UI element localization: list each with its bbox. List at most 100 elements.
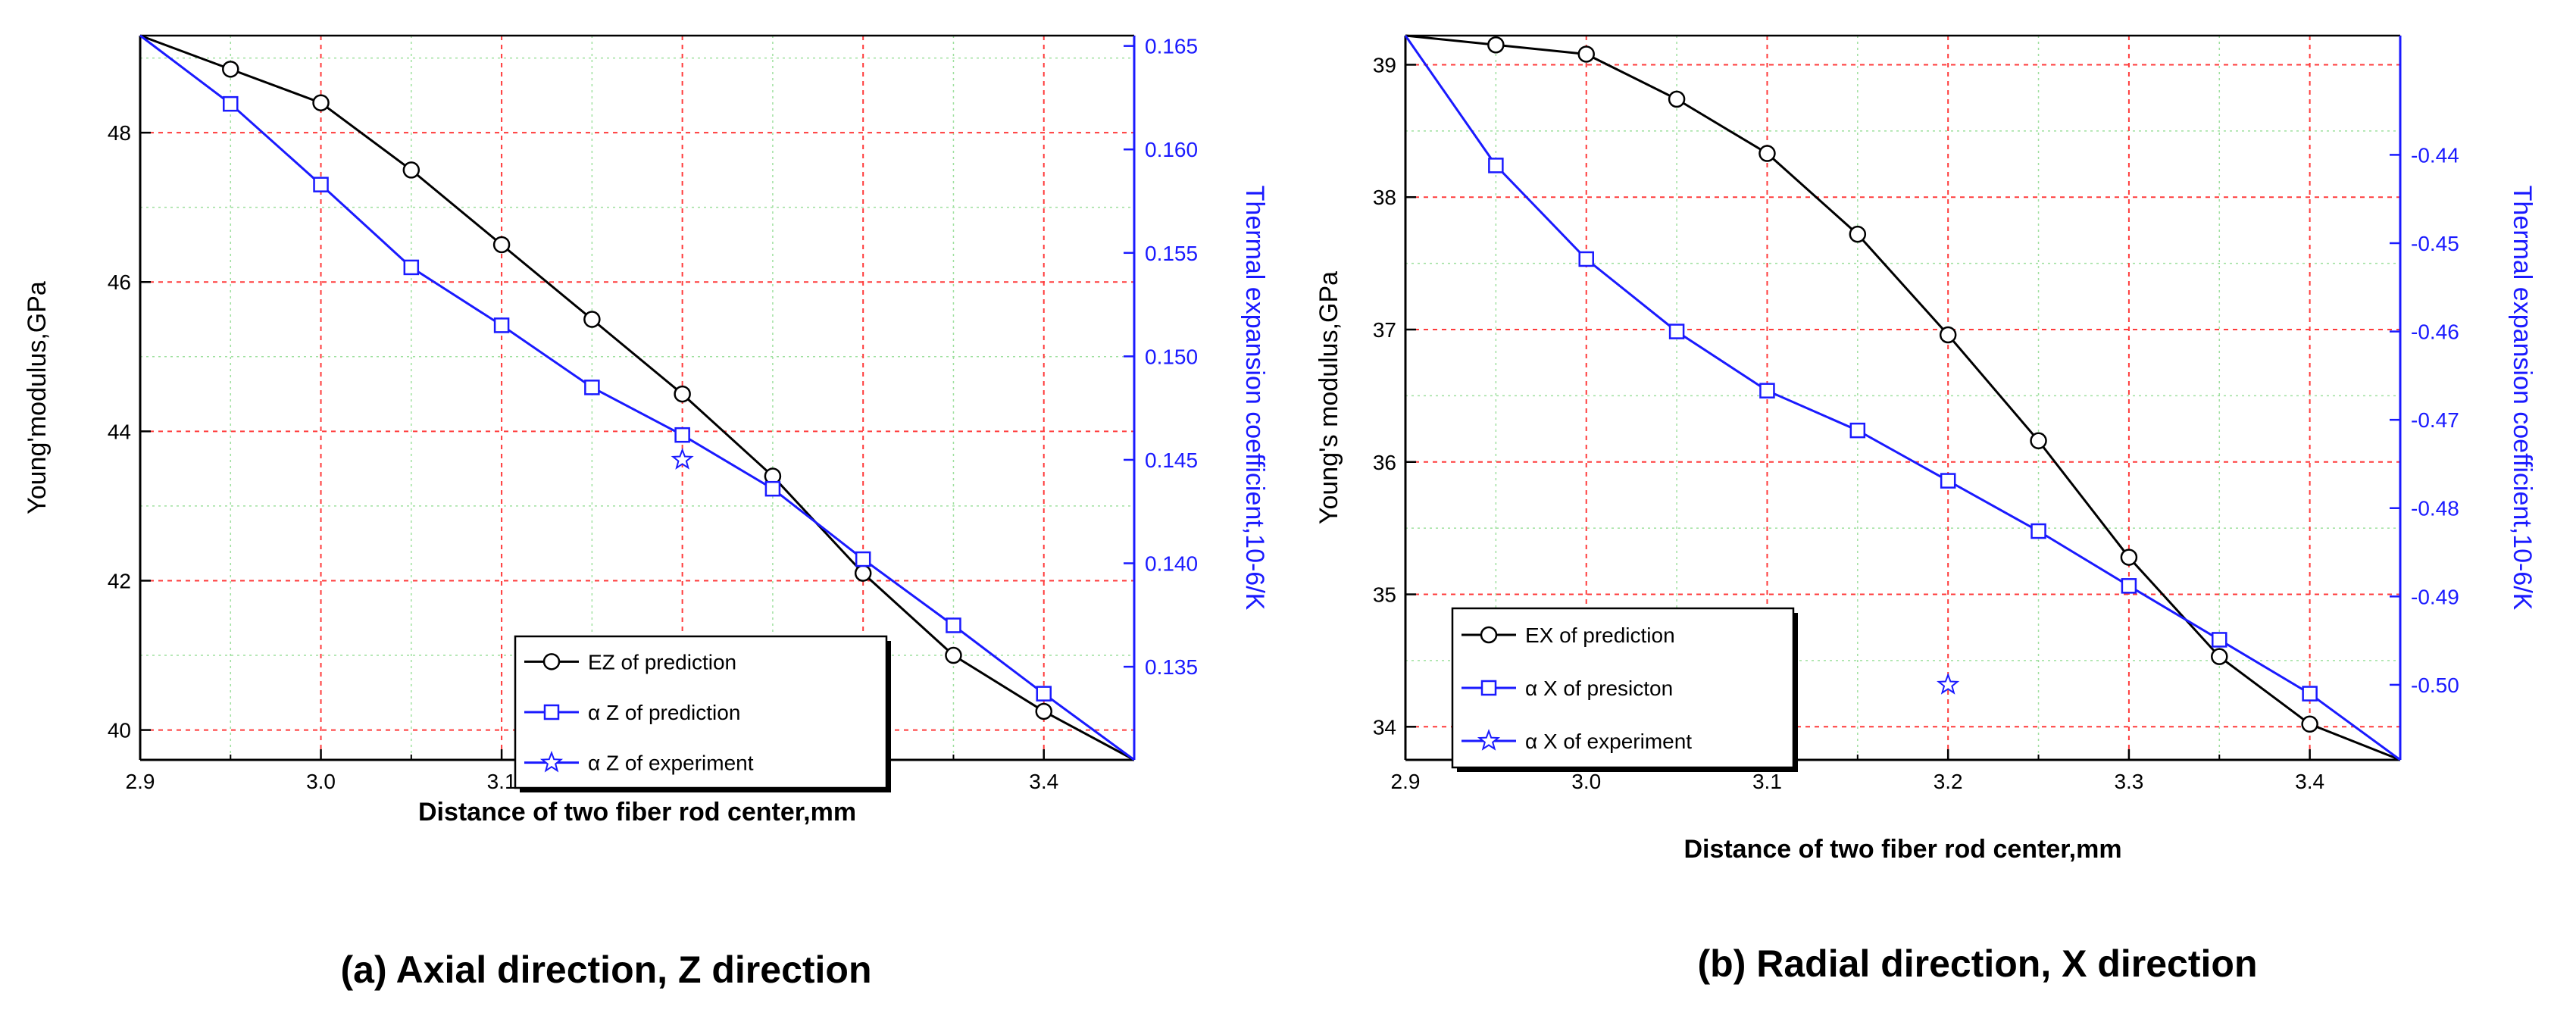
y-right-tick-label: 0.160 [1145,138,1198,161]
data-point-circle [492,236,511,254]
y-right-tick-label: 0.150 [1145,345,1198,368]
data-point-circle [2030,432,2047,450]
data-point-square [543,704,560,720]
data-point-square [2212,632,2227,648]
data-point-circle [674,385,691,403]
data-point-circle [1480,626,1498,644]
y-right-tick-label: -0.46 [2411,320,2459,344]
data-point-circle [583,311,601,328]
data-point-square [1036,686,1052,702]
data-point-square [493,317,510,333]
legend-label: α X of presicton [1525,677,1673,700]
x-tick-label: 3.1 [1752,770,1782,793]
data-point-circle [1939,326,1957,344]
legend-label: EX of prediction [1525,624,1675,647]
y-left-tick-label: 39 [1373,53,1396,77]
data-point-square [1480,680,1497,696]
y-right-tick-label: 0.165 [1145,35,1198,58]
series-line-circle [1405,34,2401,761]
data-point-square [946,617,961,633]
data-point-circle [1668,90,1686,108]
x-tick-label: 3.4 [1029,770,1058,793]
legend-label: EZ of prediction [588,650,736,674]
data-point-circle [1849,225,1867,243]
y-axis-left-label: Young's modulus,GPa [1315,271,1343,524]
data-point-square [584,380,600,395]
series-line-circle [139,34,1135,761]
legend-label: α Z of experiment [588,752,754,775]
y-right-tick-label: -0.50 [2411,674,2459,697]
x-tick-label: 3.0 [306,770,336,793]
data-point-circle [2211,648,2228,665]
figure-caption: (a) Axial direction, Z direction [340,949,871,991]
y-right-tick-label: -0.45 [2411,232,2459,255]
data-point-star [671,448,694,470]
y-right-tick-label: 0.155 [1145,242,1198,265]
data-point-square [1578,251,1594,267]
y-axis-right-label: Thermal expansion coefficient,10-6/K [1240,186,1269,611]
x-tick-label: 3.3 [2114,770,2143,793]
y-right-tick-label: 0.145 [1145,448,1198,472]
data-point-square [2302,686,2318,702]
data-point-square [313,177,329,192]
data-point-circle [2120,549,2138,566]
x-tick-label: 3.0 [1571,770,1601,793]
y-axis-right-label: Thermal expansion coefficient,10-6/K [2508,186,2537,611]
data-point-circle [402,161,420,179]
x-tick-label: 2.9 [1391,770,1421,793]
data-point-square [1488,158,1504,173]
y-right-tick-label: -0.49 [2411,585,2459,608]
chart-radial-x-direction: 2.9 3.0 3.1 3.2 3.3 3.4 34 35 36 37 38 39 -0.50 -0.49… [1315,34,2537,985]
chart-axial-z-direction: 2.93.03.13.23.33.440424446480.1350.1400.… [23,34,1269,991]
y-right-tick-label: -0.47 [2411,408,2459,432]
legend-label: α X of experiment [1525,730,1692,753]
x-tick-label: 3.2 [1934,770,1963,793]
x-tick-label: 2.9 [126,770,155,793]
data-point-square [2121,578,2137,594]
figure-caption: (b) Radial direction, X direction [1698,942,2258,985]
series-line-square [139,34,1135,761]
data-point-circle [312,94,330,111]
x-tick-label: 3.1 [487,770,517,793]
x-axis-label: Distance of two fiber rod center,mm [1683,835,2121,864]
y-left-tick-label: 36 [1373,451,1396,474]
y-right-tick-label: 0.140 [1145,552,1198,576]
y-axis-left-label: Young'modulus,GPa [23,281,52,514]
data-point-star [539,750,564,773]
data-point-circle [1758,145,1776,162]
data-point-square [223,95,239,112]
data-point-circle [222,61,239,78]
y-left-tick-label: 46 [108,270,131,294]
data-point-square [674,427,690,443]
y-left-tick-label: 35 [1373,583,1396,607]
y-right-tick-label: -0.48 [2411,497,2459,520]
data-point-circle [1487,36,1505,54]
data-point-circle [2301,715,2318,733]
data-point-circle [1577,45,1595,63]
data-point-circle [854,564,872,582]
y-left-tick-label: 44 [108,420,131,443]
data-point-circle [945,646,962,664]
data-point-circle [1035,702,1052,720]
data-point-square [1668,323,1685,339]
x-tick-label: 3.4 [2295,770,2324,793]
data-point-square [1940,473,1956,489]
data-point-square [855,551,871,567]
y-left-tick-label: 38 [1373,186,1396,209]
y-left-tick-label: 34 [1373,715,1396,739]
data-point-square [764,480,781,497]
y-left-tick-label: 40 [108,719,131,742]
y-left-tick-label: 48 [108,121,131,145]
y-left-tick-label: 42 [108,569,131,592]
data-point-square [1759,383,1775,398]
x-axis-label: Distance of two fiber rod center,mm [418,798,856,827]
data-point-star [1937,673,1960,695]
data-point-star [1477,729,1501,751]
data-point-circle [542,653,561,670]
data-point-square [1849,422,1866,439]
y-right-tick-label: 0.135 [1145,655,1198,679]
data-point-square [403,259,420,276]
y-left-tick-label: 37 [1373,318,1396,342]
y-right-tick-label: -0.44 [2411,143,2459,167]
